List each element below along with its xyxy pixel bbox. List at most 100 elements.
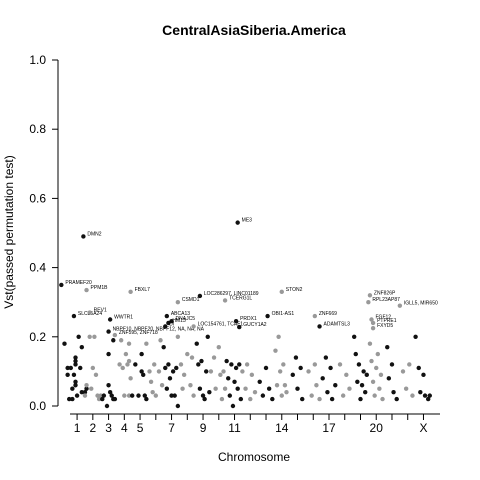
highlight-point (191, 324, 196, 329)
gene-label: GUCY1A2 (243, 322, 267, 328)
highlight-point (71, 313, 77, 319)
data-point (205, 334, 210, 339)
highlight-point (81, 234, 86, 239)
data-point (139, 351, 144, 357)
data-point (232, 379, 237, 384)
data-point (260, 393, 266, 398)
data-point (221, 369, 226, 374)
highlight-point (87, 310, 92, 315)
gene-annotations: PRAMEF20SLC25A24DMN2PPM1BREV1NBPF10, NBP… (59, 218, 438, 338)
data-point (100, 396, 105, 402)
data-point (207, 389, 212, 395)
gene-label: ME3 (242, 218, 253, 224)
chart-title: CentralAsiaSiberia.America (162, 22, 346, 38)
data-point (109, 393, 114, 398)
highlight-point (128, 289, 133, 295)
gene-label: WWTR1 (114, 315, 133, 321)
data-point (150, 389, 155, 395)
data-point (141, 372, 146, 378)
data-point (257, 379, 262, 384)
x-axis-title: Chromosome (218, 450, 290, 464)
data-point (84, 386, 89, 391)
data-point (385, 344, 390, 350)
data-point (90, 365, 96, 371)
data-point (317, 396, 322, 402)
highlight-point (233, 319, 239, 324)
data-point (148, 379, 154, 384)
data-point (386, 376, 392, 381)
highlight-point (166, 320, 171, 326)
data-point (74, 393, 80, 398)
data-point (407, 362, 412, 367)
data-point (274, 383, 280, 388)
data-point (147, 369, 152, 374)
data-point (197, 386, 203, 391)
data-point (323, 355, 329, 360)
highlight-point (84, 287, 89, 293)
data-point (68, 365, 73, 371)
data-point (421, 372, 426, 378)
x-tick-label: 11 (228, 421, 241, 435)
data-point (112, 396, 118, 402)
data-point (79, 389, 85, 395)
data-point (126, 393, 132, 398)
highlight-point (366, 300, 371, 305)
data-point (290, 372, 295, 378)
data-point (238, 396, 244, 402)
x-tick-label: 3 (105, 421, 112, 435)
gene-label: ABCA13 (171, 311, 190, 317)
data-point (70, 396, 75, 402)
data-point (252, 389, 258, 395)
gene-label: STON2 (286, 287, 303, 293)
data-point (329, 396, 335, 402)
data-point (222, 386, 228, 391)
data-point (93, 372, 99, 378)
data-point (213, 386, 218, 391)
data-point (422, 393, 428, 398)
gene-label: REV1 (94, 308, 107, 314)
gene-label: DNAJC5 (176, 316, 196, 322)
gene-label: RPL23AP87 (372, 297, 400, 303)
data-point (180, 386, 185, 391)
gene-label: ZNF595, ZNF718 (119, 330, 158, 336)
data-point (389, 362, 395, 367)
data-point (394, 396, 399, 402)
data-point (106, 383, 111, 388)
data-point (226, 376, 231, 381)
data-point (333, 383, 338, 388)
data-point (279, 393, 284, 398)
highlight-point (112, 332, 118, 338)
data-point (410, 393, 415, 398)
data-point (364, 372, 369, 378)
data-point (152, 362, 157, 367)
y-axis: 0.0 0.2 0.4 0.6 0.8 1.0 (29, 53, 59, 413)
data-point (73, 355, 78, 360)
gene-label: TCERG1L (229, 295, 252, 301)
y-tick-label: 0.2 (29, 330, 46, 344)
gene-label: FBXL7 (135, 287, 151, 293)
data-point (128, 376, 133, 381)
data-point (353, 351, 358, 357)
data-point (344, 372, 349, 378)
data-point (277, 369, 283, 374)
data-point (96, 396, 102, 402)
data-point (281, 362, 286, 367)
data-point (172, 393, 177, 398)
x-tick-label: 4 (121, 421, 128, 435)
x-tick-label: 1 (74, 421, 81, 435)
data-point (347, 386, 352, 391)
gene-label: ZNF826P (374, 290, 396, 296)
gene-label: ADAMTSL3 (324, 321, 351, 327)
data-point (372, 393, 377, 398)
data-point (403, 386, 409, 391)
highlight-point (175, 300, 181, 305)
gene-label: IGLL5, MIR650 (404, 301, 438, 307)
data-point (282, 383, 288, 388)
data-point (89, 386, 94, 391)
data-point (133, 362, 138, 367)
data-point (101, 393, 107, 398)
data-point (126, 341, 132, 346)
gene-label: OBI1-AS1 (272, 311, 295, 317)
data-point (284, 389, 289, 395)
